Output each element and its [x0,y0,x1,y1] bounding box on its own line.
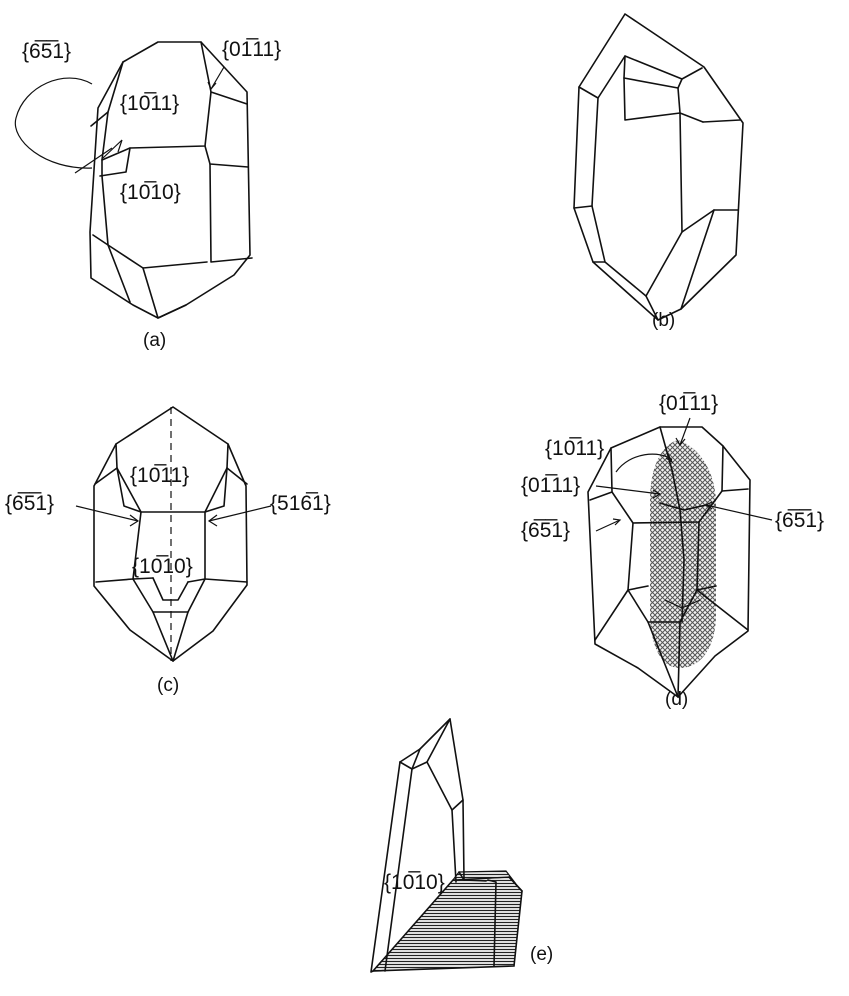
panel-a-label-rhomb-top: {10̅11} [120,92,179,115]
panel-c-caption: (c) [157,675,179,696]
panel-b-caption: (b) [652,310,675,331]
panel-c-label-left-face: {6̅5̅1} [5,492,54,515]
panel-e-label-prism: {10̅10} [384,871,445,894]
panel-a-label-prism: {10̅10} [120,181,181,204]
panel-d-label-right: {6̅5̅1} [775,509,824,532]
panel-a-label-twin-face: {6̅5̅1} [22,40,71,63]
panel-d-label-mid-left: {01̅11} [521,474,580,497]
panel-e-crystal [370,718,523,973]
panel-a-crystal [14,41,253,319]
panel-d-label-upper-left: {10̅11} [545,437,604,460]
panel-c-crystal [75,406,272,662]
panel-a-caption: (a) [143,330,166,351]
panel-c-label-right-face: {516̅1} [270,492,331,515]
panel-a-label-rhomb-side: {01̅11} [222,38,281,61]
panel-c-label-rhomb-top: {10̅11} [130,464,189,487]
panel-d-label-lower-left: {6̅5̅1} [521,519,570,542]
panel-e-hatched-top [451,870,517,885]
panel-d-caption: (d) [665,689,688,710]
panel-d-label-top-right: {01̅11} [659,392,718,415]
panel-d-crystal [587,417,773,698]
panel-e-caption: (e) [530,944,553,965]
panel-c-label-prism: {10̅10} [132,555,193,578]
panel-b-crystal [573,13,744,321]
